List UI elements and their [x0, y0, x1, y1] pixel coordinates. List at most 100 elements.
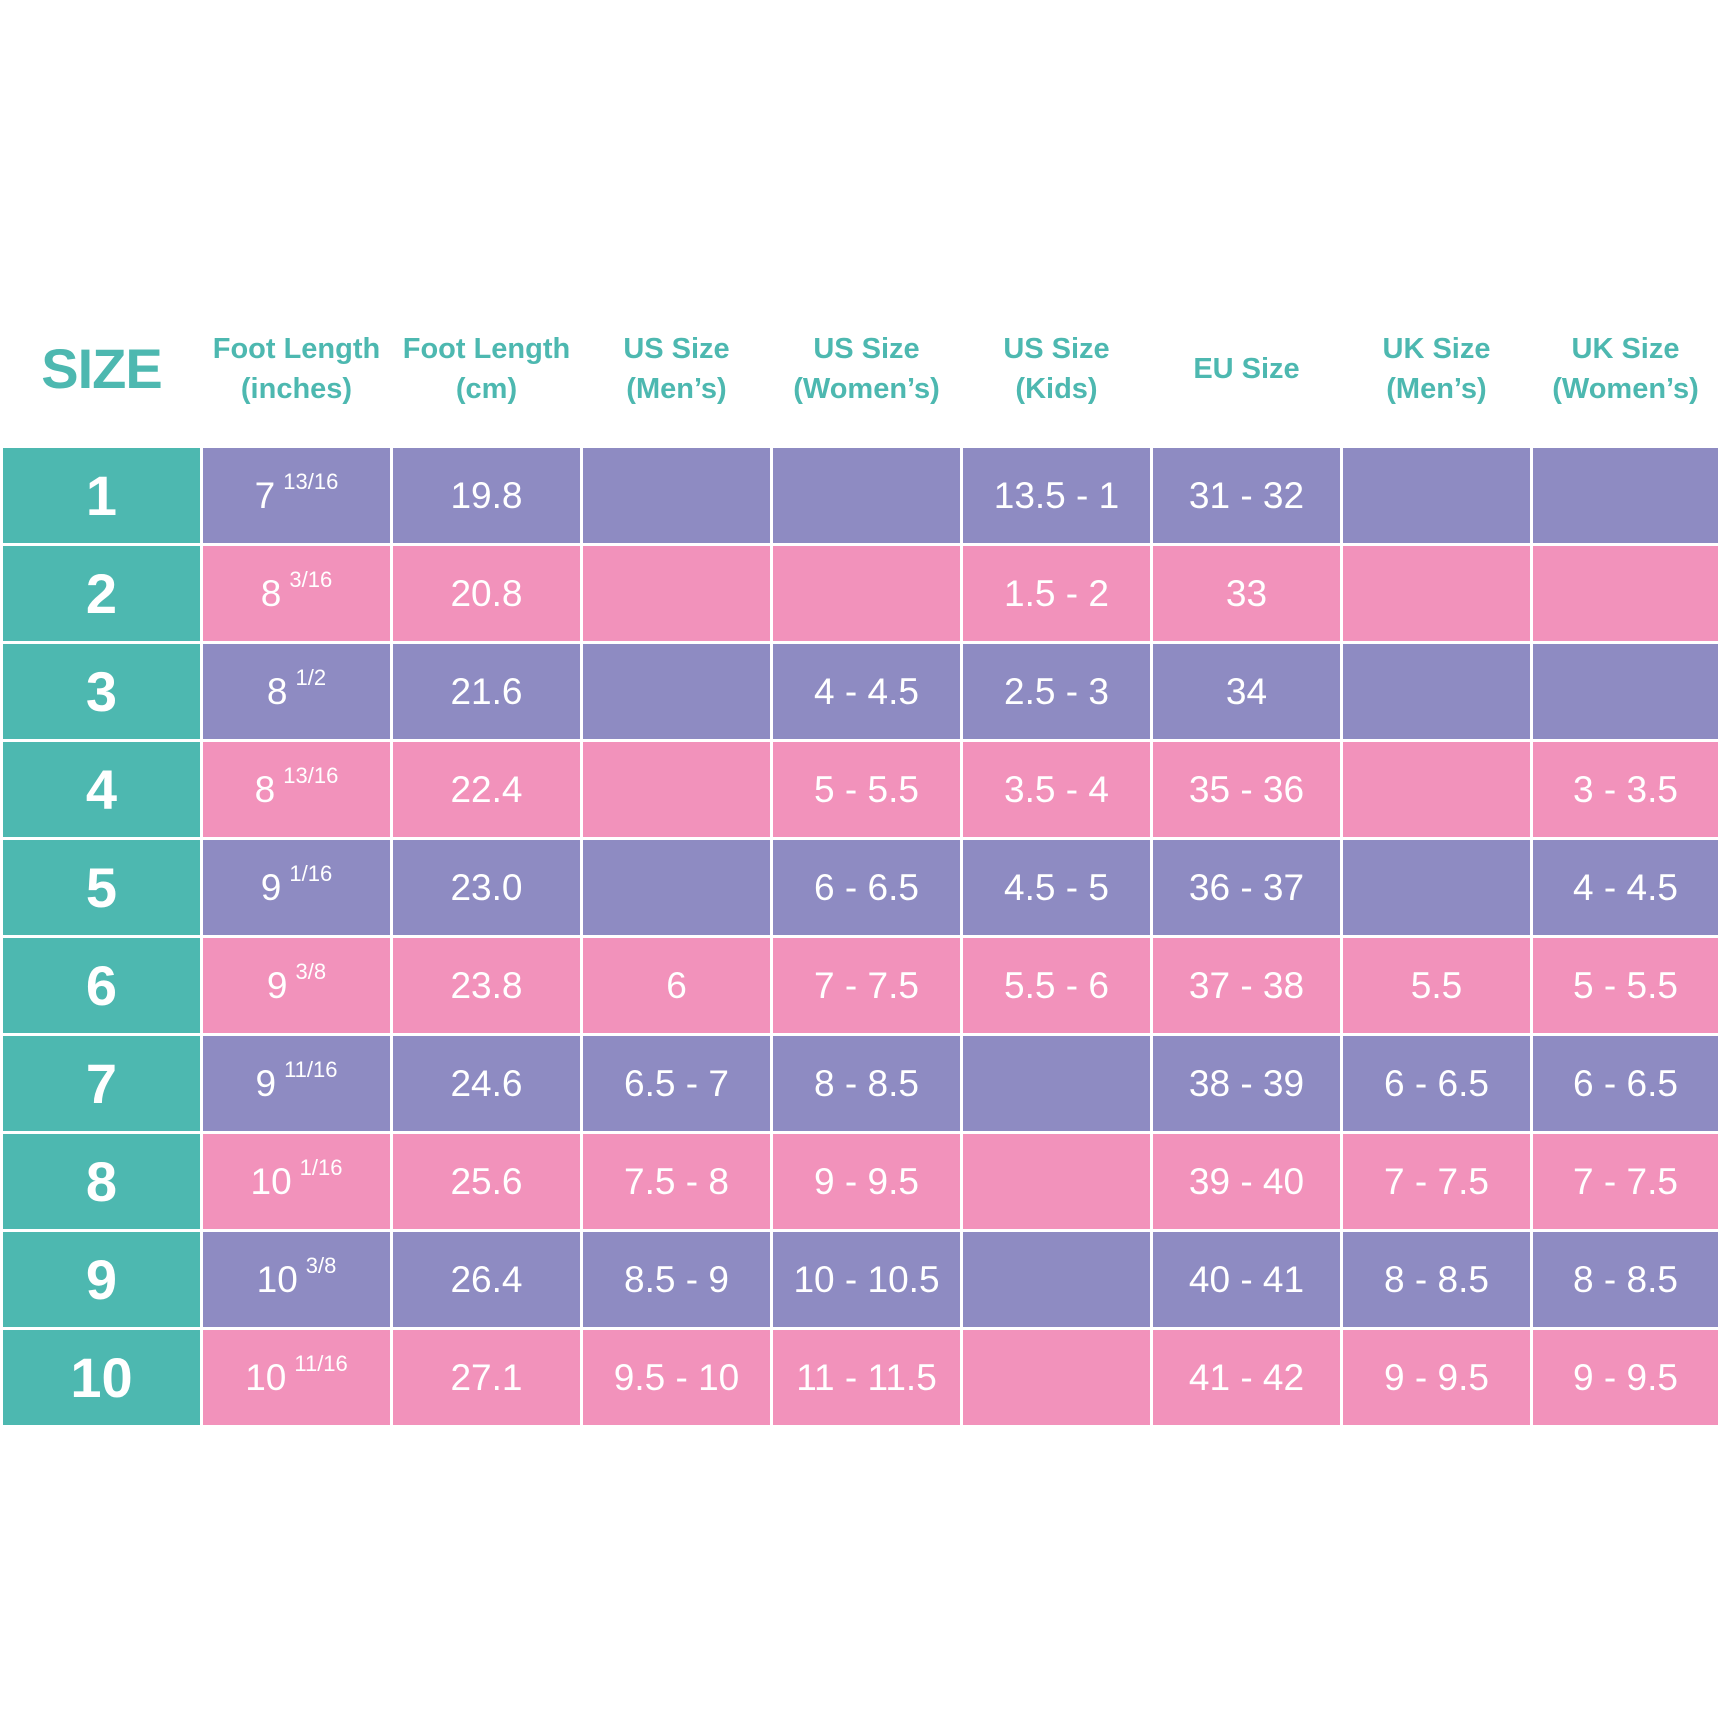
us-mens-cell — [583, 840, 770, 935]
size-rows: 1 7 13/16 19.8 13.5 - 1 31 - 32 2 8 3/16 20.8 1.5 … — [3, 448, 1727, 1425]
inches-whole: 10 — [245, 1356, 287, 1398]
header-foot-length-cm: Foot Length (cm) — [402, 333, 571, 405]
eu-cell: 33 — [1153, 546, 1340, 641]
uk-womens-cell: 3 - 3.5 — [1533, 742, 1718, 837]
cm-cell: 24.6 — [393, 1036, 580, 1131]
table-row: 10 10 11/16 27.1 9.5 - 10 11 - 11.5 41 - 42 9 -… — [3, 1330, 1727, 1425]
foot-length-inches-cell: 7 13/16 — [203, 448, 390, 543]
us-womens-cell: 10 - 10.5 — [773, 1232, 960, 1327]
us-kids-cell — [963, 1232, 1150, 1327]
table-row: 6 9 3/8 23.8 6 7 - 7.5 5.5 - 6 37 - 38 5.5 5 - 5.… — [3, 938, 1727, 1033]
size-cell: 9 — [3, 1232, 200, 1327]
uk-mens-cell — [1343, 546, 1530, 641]
us-mens-cell: 6 — [583, 938, 770, 1033]
us-kids-cell — [963, 1134, 1150, 1229]
uk-mens-cell: 6 - 6.5 — [1343, 1036, 1530, 1131]
inches-whole: 9 — [255, 1062, 277, 1104]
eu-cell: 38 - 39 — [1153, 1036, 1340, 1131]
size-chart-table: SIZE Foot Length (inches) Foot Length (cm)… — [3, 290, 1727, 1428]
inches-whole: 7 — [254, 474, 276, 516]
us-womens-cell — [773, 546, 960, 641]
us-kids-cell: 1.5 - 2 — [963, 546, 1150, 641]
us-womens-cell: 6 - 6.5 — [773, 840, 960, 935]
inches-fraction: 3/8 — [295, 958, 327, 984]
foot-length-inches-cell: 8 3/16 — [203, 546, 390, 641]
uk-womens-cell — [1533, 546, 1718, 641]
foot-length-inches-cell: 8 1/2 — [203, 644, 390, 739]
inches-whole: 10 — [250, 1160, 292, 1202]
header-foot-length-inches: Foot Length (inches) — [212, 333, 381, 405]
cm-cell: 27.1 — [393, 1330, 580, 1425]
us-kids-cell: 4.5 - 5 — [963, 840, 1150, 935]
cm-cell: 25.6 — [393, 1134, 580, 1229]
size-cell: 2 — [3, 546, 200, 641]
inches-fraction: 13/16 — [283, 468, 339, 494]
size-cell: 8 — [3, 1134, 200, 1229]
header-row: SIZE Foot Length (inches) Foot Length (cm)… — [3, 290, 1727, 448]
uk-mens-cell — [1343, 448, 1530, 543]
uk-womens-cell: 9 - 9.5 — [1533, 1330, 1718, 1425]
size-cell: 7 — [3, 1036, 200, 1131]
inches-whole: 8 — [254, 768, 276, 810]
inches-whole: 8 — [260, 572, 282, 614]
us-womens-cell: 5 - 5.5 — [773, 742, 960, 837]
us-womens-cell: 9 - 9.5 — [773, 1134, 960, 1229]
us-mens-cell — [583, 742, 770, 837]
foot-length-inches-cell: 9 3/8 — [203, 938, 390, 1033]
us-kids-cell: 13.5 - 1 — [963, 448, 1150, 543]
foot-length-inches-cell: 10 3/8 — [203, 1232, 390, 1327]
foot-length-inches-cell: 10 11/16 — [203, 1330, 390, 1425]
us-kids-cell — [963, 1330, 1150, 1425]
us-kids-cell: 5.5 - 6 — [963, 938, 1150, 1033]
uk-womens-cell — [1533, 448, 1718, 543]
us-mens-cell: 8.5 - 9 — [583, 1232, 770, 1327]
inches-fraction: 13/16 — [283, 762, 339, 788]
uk-womens-cell — [1533, 644, 1718, 739]
inches-fraction: 1/16 — [289, 860, 333, 886]
uk-womens-cell: 8 - 8.5 — [1533, 1232, 1718, 1327]
us-mens-cell — [583, 546, 770, 641]
header-size: SIZE — [41, 337, 162, 400]
cm-cell: 19.8 — [393, 448, 580, 543]
inches-fraction: 1/2 — [295, 664, 327, 690]
inches-fraction: 11/16 — [294, 1350, 348, 1376]
us-mens-cell — [583, 448, 770, 543]
cm-cell: 20.8 — [393, 546, 580, 641]
cm-cell: 23.0 — [393, 840, 580, 935]
header-uk-womens: UK Size (Women’s) — [1552, 333, 1699, 405]
foot-length-inches-cell: 9 1/16 — [203, 840, 390, 935]
us-womens-cell: 8 - 8.5 — [773, 1036, 960, 1131]
uk-mens-cell: 9 - 9.5 — [1343, 1330, 1530, 1425]
eu-cell: 36 - 37 — [1153, 840, 1340, 935]
cm-cell: 21.6 — [393, 644, 580, 739]
uk-mens-cell: 7 - 7.5 — [1343, 1134, 1530, 1229]
eu-cell: 35 - 36 — [1153, 742, 1340, 837]
size-cell: 1 — [3, 448, 200, 543]
inches-whole: 8 — [266, 670, 288, 712]
us-mens-cell — [583, 644, 770, 739]
eu-cell: 37 - 38 — [1153, 938, 1340, 1033]
inches-fraction: 3/8 — [305, 1252, 337, 1278]
uk-mens-cell — [1343, 840, 1530, 935]
eu-cell: 41 - 42 — [1153, 1330, 1340, 1425]
inches-fraction: 11/16 — [284, 1056, 338, 1082]
uk-womens-cell: 5 - 5.5 — [1533, 938, 1718, 1033]
header-us-kids: US Size (Kids) — [1003, 333, 1110, 405]
uk-womens-cell: 4 - 4.5 — [1533, 840, 1718, 935]
inches-whole: 10 — [256, 1258, 298, 1300]
table-row: 4 8 13/16 22.4 5 - 5.5 3.5 - 4 35 - 36 3 - 3.5 — [3, 742, 1727, 837]
us-womens-cell: 11 - 11.5 — [773, 1330, 960, 1425]
us-womens-cell — [773, 448, 960, 543]
cm-cell: 23.8 — [393, 938, 580, 1033]
cm-cell: 26.4 — [393, 1232, 580, 1327]
us-mens-cell: 9.5 - 10 — [583, 1330, 770, 1425]
us-womens-cell: 7 - 7.5 — [773, 938, 960, 1033]
inches-whole: 9 — [266, 964, 288, 1006]
size-cell: 4 — [3, 742, 200, 837]
table-row: 3 8 1/2 21.6 4 - 4.5 2.5 - 3 34 — [3, 644, 1727, 739]
us-kids-cell: 2.5 - 3 — [963, 644, 1150, 739]
inches-fraction: 3/16 — [289, 566, 333, 592]
uk-mens-cell: 5.5 — [1343, 938, 1530, 1033]
foot-length-inches-cell: 8 13/16 — [203, 742, 390, 837]
